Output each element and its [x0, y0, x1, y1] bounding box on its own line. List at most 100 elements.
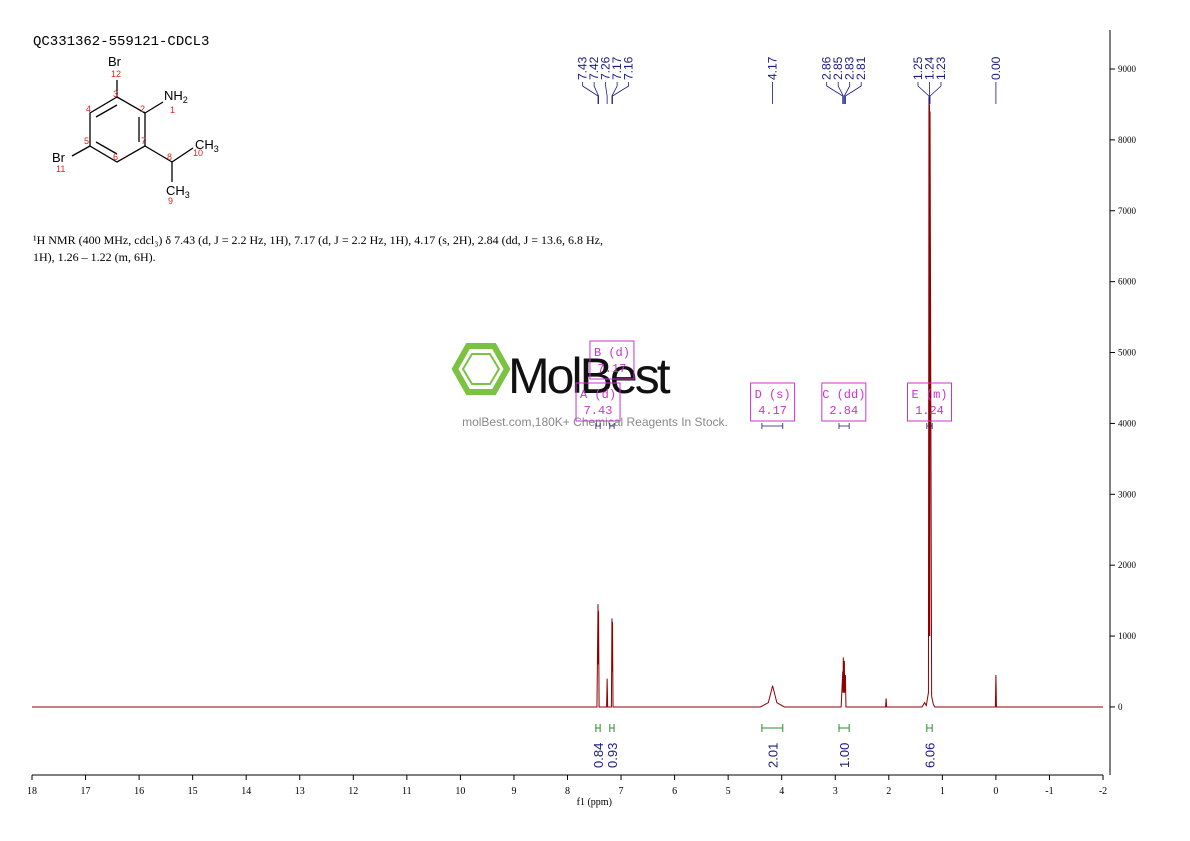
description: ¹H NMR (400 MHz, cdcl₃) δ 7.43 (d, J = 2… — [33, 233, 604, 264]
x-tick-label: 12 — [348, 786, 358, 797]
multiplet-range — [595, 423, 601, 429]
multiplet-box — [575, 382, 621, 422]
structure — [71, 80, 194, 182]
integral-bracket — [595, 724, 601, 732]
peak-label: 7.17 — [610, 56, 624, 80]
peak-connector — [593, 82, 599, 104]
atom-number: 3 — [113, 89, 118, 99]
peak-label: 0.00 — [989, 56, 1003, 80]
multiplet-name: E (m) — [911, 388, 947, 402]
atom-text: NH — [164, 88, 183, 103]
peak-connector — [611, 82, 618, 104]
peak-label: 1.24 — [922, 56, 936, 80]
multiplet-range — [926, 423, 933, 429]
atom: Br — [52, 150, 66, 165]
x-tick-label: 2 — [886, 786, 891, 797]
peak-connector — [917, 82, 930, 104]
multiplet-box — [750, 382, 796, 422]
atom-sub: 2 — [183, 95, 188, 105]
multiplet-shift: 7.43 — [584, 404, 613, 418]
y-tick-label: 3000 — [1118, 489, 1137, 499]
x-tick-label: -1 — [1045, 786, 1053, 797]
watermark-tagline: molBest.com,180K+ Chemical Reagents In S… — [462, 415, 728, 429]
x-tick-label: 9 — [511, 786, 516, 797]
peak-connector — [826, 82, 844, 104]
peak-label: 1.25 — [911, 56, 925, 80]
atom-sub: 3 — [214, 144, 219, 154]
x-tick-label: 15 — [188, 786, 198, 797]
peak-label: 2.83 — [843, 56, 857, 80]
x-tick-label: 3 — [833, 786, 838, 797]
atom-number: 8 — [167, 152, 172, 162]
integral-bracket — [609, 724, 615, 732]
y-tick-label: 7000 — [1118, 206, 1137, 216]
integral-label: 6.06 — [922, 743, 937, 768]
multiplet-name: D (s) — [755, 388, 791, 402]
multiplet-range — [609, 423, 615, 429]
peak-connector — [845, 82, 862, 104]
y-tick-label: 8000 — [1118, 135, 1137, 145]
x-tick-label: 7 — [619, 786, 624, 797]
plot: 18 17 16 15 14 13 12 11 10 9 8 7 6 5 4 3 2 1 0 -1 -2f1 (ppm)… — [27, 30, 1137, 808]
atom-number: 12 — [111, 69, 121, 79]
x-tick-label: 11 — [402, 786, 412, 797]
y-tick-label: 6000 — [1118, 277, 1137, 287]
atom-text: CH — [166, 183, 185, 198]
peak-connector — [837, 82, 844, 104]
atom-number: 7 — [141, 136, 146, 146]
multiplet-box — [589, 340, 635, 380]
x-tick-label: 6 — [672, 786, 677, 797]
multiplet-range — [838, 423, 850, 429]
x-tick-label: 13 — [295, 786, 305, 797]
integral-label: 0.84 — [591, 743, 606, 768]
atom: Br — [108, 54, 122, 69]
atom-sub: 3 — [185, 190, 190, 200]
peak-connector — [605, 82, 608, 104]
x-tick-label: -2 — [1099, 786, 1107, 797]
watermark: MolBest molBest.com,180K+ Chemical Reage… — [451, 343, 728, 429]
x-tick-label: 17 — [81, 786, 91, 797]
peak-label: 4.17 — [766, 56, 780, 80]
atom: CH3 — [166, 183, 190, 200]
atom-number: 6 — [113, 152, 118, 162]
atom-number: 9 — [168, 196, 173, 206]
atom-number: 11 — [56, 164, 65, 174]
integral-label: 0.93 — [605, 743, 620, 768]
peak-label: 2.86 — [820, 56, 834, 80]
spectrum — [32, 97, 1103, 708]
multiplet-shift: 4.17 — [758, 404, 787, 418]
x-axis-label: f1 (ppm) — [577, 797, 612, 808]
peak-label: 7.16 — [622, 56, 636, 80]
integral-bracket — [838, 724, 850, 732]
atom-text: CH — [195, 137, 214, 152]
peak-label: 1.23 — [934, 56, 948, 80]
multiplet-box — [906, 382, 952, 422]
multiplet-shift: 1.24 — [915, 404, 944, 418]
peak-connector — [612, 82, 630, 104]
peak-label: 2.85 — [831, 56, 845, 80]
atom: CH3 — [195, 137, 219, 154]
watermark-logo: MolBest — [508, 348, 671, 404]
multiplet-name: B (d) — [594, 346, 630, 360]
y-tick-label: 1000 — [1118, 631, 1137, 641]
multiplet-name: A (d) — [580, 388, 616, 402]
atom-number: 1 — [170, 105, 175, 115]
peak-label: 2.81 — [854, 56, 868, 80]
atom: NH2 — [164, 88, 188, 105]
x-tick-label: 5 — [726, 786, 731, 797]
peak-label: 7.26 — [599, 56, 613, 80]
integral-bracket — [761, 724, 784, 732]
atom-number: 5 — [84, 136, 89, 146]
y-tick-label: 4000 — [1118, 418, 1137, 428]
x-tick-label: 10 — [455, 786, 465, 797]
multiplet-shift: 2.84 — [829, 404, 858, 418]
x-tick-label: 18 — [27, 786, 37, 797]
x-tick-label: 4 — [779, 786, 784, 797]
x-tick-label: 1 — [940, 786, 945, 797]
peak-connector — [843, 82, 851, 104]
peak-connector — [582, 82, 599, 104]
y-tick-label: 2000 — [1118, 560, 1137, 570]
atom-number: 2 — [140, 104, 145, 114]
